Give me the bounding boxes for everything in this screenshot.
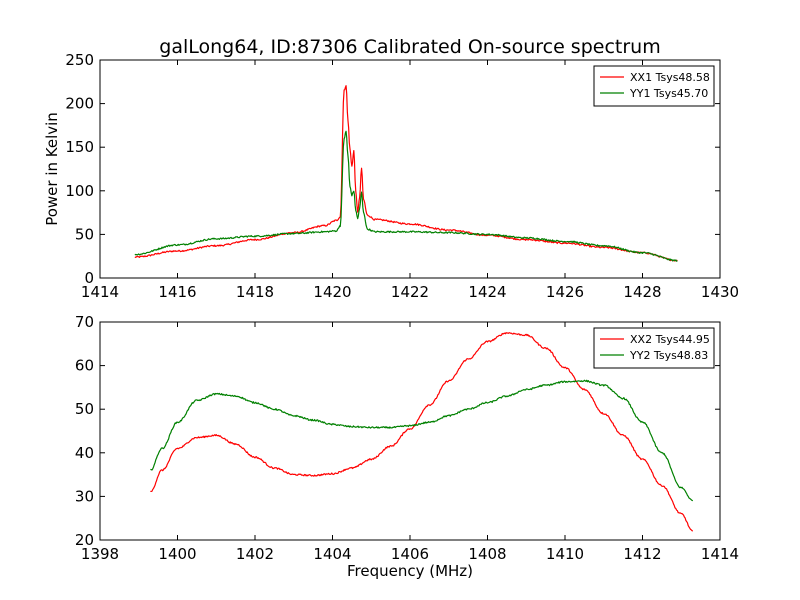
y-tick-label-2-4: 60	[75, 357, 94, 375]
y-tick-label-2-1: 30	[75, 487, 94, 505]
y-tick-label-1-0: 0	[84, 269, 94, 287]
series-line-2-2	[150, 379, 693, 502]
x-tick-label-1-7: 1428	[623, 283, 661, 301]
top-y-axis-label: Power in Kelvin	[43, 112, 61, 226]
y-tick-label-1-2: 100	[65, 182, 94, 200]
legend-label-1-1: XX1 Tsys48.58	[630, 71, 710, 84]
legend-box-2	[593, 327, 715, 369]
y-tick-label-1-5: 250	[65, 51, 94, 69]
x-tick-label-1-3: 1420	[313, 283, 351, 301]
chart-panel-2: 1398 1400 1402 1404 1406 1408 1410 1412 1414 20 30…	[75, 313, 739, 563]
y-tick-label-2-0: 20	[75, 531, 94, 549]
y-tick-label-1-1: 50	[75, 225, 94, 243]
x-tick-label-2-5: 1408	[468, 545, 506, 563]
legend-label-2-2: YY2 Tsys48.83	[629, 349, 708, 362]
x-tick-label-2-3: 1404	[313, 545, 351, 563]
y-tick-label-2-5: 70	[75, 313, 94, 331]
x-tick-label-2-1: 1400	[158, 545, 196, 563]
x-tick-label-2-6: 1410	[546, 545, 584, 563]
x-tick-label-2-2: 1402	[236, 545, 274, 563]
legend-label-1-2: YY1 Tsys45.70	[629, 87, 708, 100]
x-tick-label-1-1: 1416	[158, 283, 196, 301]
x-tick-label-2-4: 1406	[391, 545, 429, 563]
x-tick-label-1-8: 1430	[701, 283, 739, 301]
x-tick-label-1-5: 1424	[468, 283, 506, 301]
x-tick-label-2-8: 1414	[701, 545, 739, 563]
legend-box-1	[593, 65, 715, 107]
chart-panel-1: 1414 1416 1418 1420 1422 1424 1426 1428 1430 0 50 1…	[65, 51, 739, 301]
chart-title: galLong64, ID:87306 Calibrated On-source…	[159, 36, 660, 58]
x-tick-label-1-2: 1418	[236, 283, 274, 301]
y-tick-label-2-2: 40	[75, 444, 94, 462]
y-tick-label-1-3: 150	[65, 138, 94, 156]
x-tick-label-2-7: 1412	[623, 545, 661, 563]
y-tick-label-1-4: 200	[65, 95, 94, 113]
x-tick-label-1-4: 1422	[391, 283, 429, 301]
series-line-1-2	[134, 130, 678, 262]
bottom-x-axis-label: Frequency (MHz)	[347, 562, 473, 580]
series-line-1-1	[134, 85, 678, 262]
legend-label-2-1: XX2 Tsys44.95	[630, 333, 710, 346]
y-tick-label-2-3: 50	[75, 400, 94, 418]
x-tick-label-2-0: 1398	[81, 545, 119, 563]
series-line-2-1	[150, 332, 693, 532]
x-tick-label-1-0: 1414	[81, 283, 119, 301]
x-tick-label-1-6: 1426	[546, 283, 584, 301]
